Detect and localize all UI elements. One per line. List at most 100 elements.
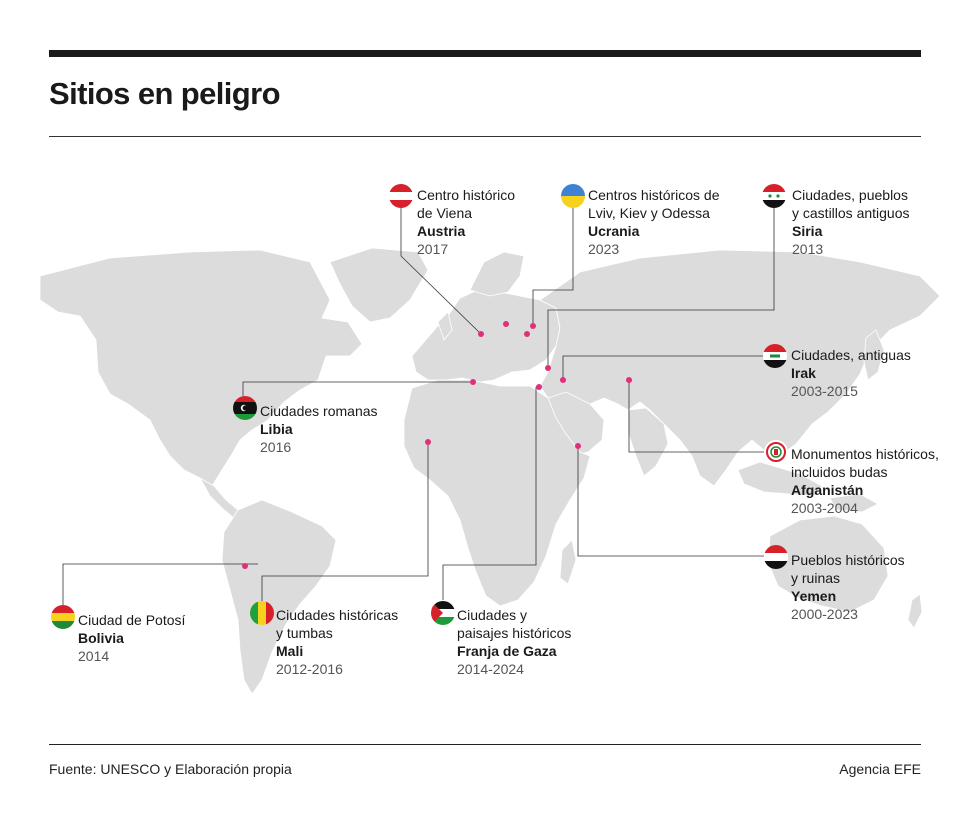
se-asia-islands <box>737 461 823 497</box>
title-divider <box>49 136 921 137</box>
bolivia-flag-icon <box>51 605 75 629</box>
page-title: Sitios en peligro <box>49 76 281 111</box>
label-yemen: Pueblos históricos y ruinas Yemen 2000-2… <box>791 551 905 623</box>
leader-siria <box>547 208 775 368</box>
site-years: 2014 <box>78 648 110 664</box>
site-description: Ciudad de Potosí <box>78 612 186 628</box>
marker-yemen <box>575 443 581 449</box>
europe <box>411 289 561 383</box>
leader-gaza <box>442 387 537 600</box>
site-years: 2017 <box>417 241 449 257</box>
yemen-flag-icon <box>764 545 788 569</box>
label-ucrania: Centros históricos de Lviv, Kiev y Odess… <box>588 186 720 258</box>
greenland <box>329 247 429 323</box>
site-years: 2016 <box>260 439 292 455</box>
austria-flag-icon <box>389 184 413 208</box>
site-years: 2003-2004 <box>791 500 858 516</box>
leader-irak <box>562 355 763 380</box>
marker-ucrania-3 <box>524 331 530 337</box>
leader-yemen <box>577 446 764 557</box>
site-description: Ciudades históricas <box>276 607 399 623</box>
site-country: Bolivia <box>78 630 124 646</box>
leader-bolivia <box>62 563 258 610</box>
marker-bolivia <box>242 563 248 569</box>
site-country: Siria <box>792 223 823 239</box>
site-description: Lviv, Kiev y Odessa <box>588 205 710 221</box>
british-isles <box>437 311 453 341</box>
site-description: Pueblos históricos <box>791 552 905 568</box>
marker-libia <box>470 379 476 385</box>
marker-ucrania-2 <box>530 323 536 329</box>
leader-austria <box>400 208 482 335</box>
marker-gaza <box>536 384 542 390</box>
site-description: Centros históricos de <box>588 187 720 203</box>
site-country: Irak <box>791 365 816 381</box>
site-country: Ucrania <box>588 223 640 239</box>
marker-afganistan <box>626 377 632 383</box>
marker-austria <box>478 331 484 337</box>
land-masses <box>39 247 941 695</box>
leader-mali <box>261 442 429 605</box>
leader-afganistan <box>628 380 764 453</box>
site-description: de Viena <box>417 205 473 221</box>
site-country: Yemen <box>791 588 837 604</box>
site-years: 2014-2024 <box>457 661 524 677</box>
new-zealand <box>907 593 923 629</box>
label-afganistan: Monumentos históricos, incluidos budas A… <box>791 445 939 517</box>
site-country: Austria <box>417 223 466 239</box>
north-america <box>39 249 363 487</box>
marker-mali <box>425 439 431 445</box>
site-years: 2012-2016 <box>276 661 343 677</box>
site-country: Afganistán <box>791 482 864 498</box>
syria-flag-icon <box>762 184 786 208</box>
footer-divider <box>49 744 921 745</box>
japan <box>863 329 885 381</box>
libya-flag-icon <box>233 396 257 420</box>
site-years: 2023 <box>588 241 620 257</box>
site-country: Mali <box>276 643 304 659</box>
site-years: 2003-2015 <box>791 383 858 399</box>
afghanistan-flag-icon <box>764 440 788 464</box>
site-years: 2013 <box>792 241 824 257</box>
site-description: y ruinas <box>791 570 841 586</box>
leader-lines <box>62 208 775 610</box>
label-siria: Ciudades, pueblos y castillos antiguos S… <box>792 186 910 258</box>
madagascar <box>559 539 577 585</box>
site-country: Libia <box>260 421 293 437</box>
site-description: Ciudades romanas <box>260 403 378 419</box>
label-mali: Ciudades históricas y tumbas Mali 2012-2… <box>276 606 398 678</box>
south-america <box>221 499 337 695</box>
site-years: 2000-2023 <box>791 606 858 622</box>
ukraine-flag-icon <box>561 184 585 208</box>
iraq-flag-icon <box>763 344 787 368</box>
india <box>627 407 669 477</box>
label-irak: Ciudades, antiguas Irak 2003-2015 <box>791 346 911 400</box>
site-description: y castillos antiguos <box>792 205 910 221</box>
site-description: paisajes históricos <box>457 625 572 641</box>
site-country: Franja de Gaza <box>457 643 557 659</box>
marker-ucrania-1 <box>503 321 509 327</box>
site-description: Centro histórico <box>417 187 516 203</box>
new-guinea <box>829 493 879 513</box>
mali-flag-icon <box>250 601 274 625</box>
leader-ucrania <box>532 208 574 326</box>
site-description: Ciudades, pueblos <box>792 187 908 203</box>
scandinavia <box>469 251 525 297</box>
site-description: y tumbas <box>276 625 333 641</box>
label-gaza: Ciudades y paisajes históricos Franja de… <box>457 606 571 678</box>
source-note: Fuente: UNESCO y Elaboración propia <box>49 761 292 777</box>
site-description: Ciudades y <box>457 607 528 623</box>
site-description: incluidos budas <box>791 464 888 480</box>
label-austria: Centro histórico de Viena Austria 2017 <box>417 186 515 258</box>
marker-siria <box>545 365 551 371</box>
site-markers <box>242 321 632 569</box>
top-bar <box>49 50 921 57</box>
palestine-flag-icon <box>431 601 455 625</box>
label-libia: Ciudades romanas Libia 2016 <box>260 402 378 456</box>
australia <box>767 515 889 613</box>
site-description: Ciudades, antiguas <box>791 347 911 363</box>
leader-libia <box>242 381 473 396</box>
agency-credit: Agencia EFE <box>839 761 921 777</box>
marker-irak <box>560 377 566 383</box>
